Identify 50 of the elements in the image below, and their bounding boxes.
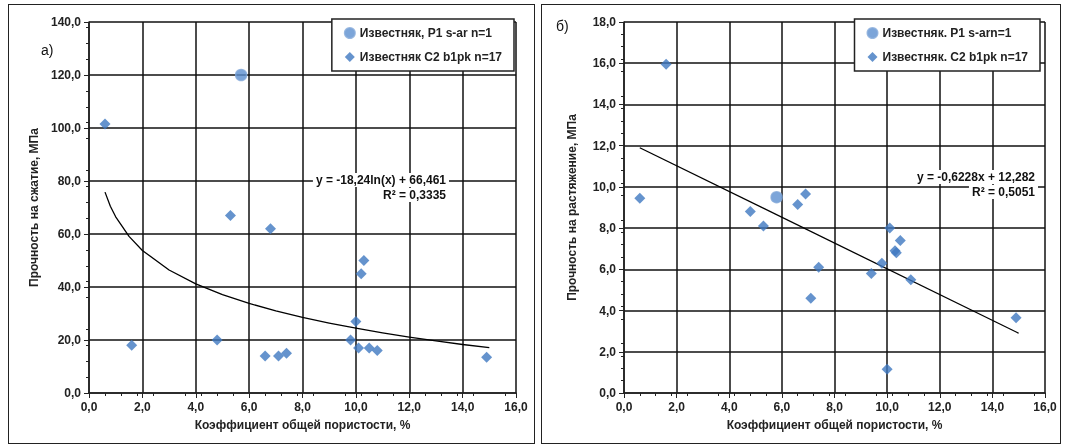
chart-title: б) bbox=[556, 18, 569, 34]
y-tick-label: 100,0 bbox=[50, 121, 82, 135]
annotation: R² = 0,5051 bbox=[971, 185, 1036, 199]
y-tick-label: 10,0 bbox=[592, 179, 617, 194]
annotation: y = -0,6228x + 12,282 bbox=[916, 170, 1036, 184]
y-tick-label: 0,0 bbox=[599, 386, 617, 400]
x-tick-label: 2,0 bbox=[668, 400, 686, 414]
y-tick-label: 20,0 bbox=[57, 333, 82, 347]
y-tick-label: 140,0 bbox=[50, 15, 82, 29]
text: а) bbox=[41, 42, 54, 58]
y-tick-label: 18,0 bbox=[592, 15, 617, 29]
y-tick-label: 2,0 bbox=[599, 344, 617, 359]
x-tick-label: 4,0 bbox=[720, 400, 738, 414]
y-tick-label: 16,0 bbox=[592, 56, 617, 71]
legend-label: Известняк. P1 s-arn=1 bbox=[882, 26, 1012, 40]
y-tick-label: 12,0 bbox=[592, 138, 617, 153]
legend-label: Известняк. C2 b1pk n=17 bbox=[882, 50, 1029, 64]
y-tick-label: 8,0 bbox=[599, 221, 617, 236]
x-tick-label: 10,0 bbox=[875, 400, 900, 414]
x-tick-label: 12,0 bbox=[928, 400, 952, 414]
y-axis-title: Прочность на растяжение, МПа bbox=[565, 113, 579, 301]
annotation: R² = 0,3335 bbox=[382, 188, 447, 202]
x-tick-label: 0,0 bbox=[615, 400, 633, 414]
x-tick-label: 0,0 bbox=[80, 400, 98, 414]
annotation: y = -18,24ln(x) + 66,461 bbox=[315, 173, 447, 187]
x-tick-label: 2,0 bbox=[134, 400, 152, 414]
x-tick-label: 12,0 bbox=[397, 400, 422, 414]
y-tick-label: 14,0 bbox=[592, 97, 617, 112]
x-axis-title: Коэффициент общей пористости, % bbox=[726, 418, 943, 432]
legend-label: Известняк C2 b1pk n=17 bbox=[359, 50, 503, 64]
x-tick-label: 4,0 bbox=[187, 400, 205, 414]
y-tick-label: 80,0 bbox=[57, 174, 82, 188]
x-tick-label: 14,0 bbox=[980, 400, 1005, 414]
x-axis-title: Коэффициент общей пористости, % bbox=[194, 418, 411, 432]
y-tick-label: 0,0 bbox=[64, 386, 82, 400]
y-tick-label: 6,0 bbox=[599, 262, 617, 277]
y-tick-label: 120,0 bbox=[50, 68, 82, 82]
y-axis-title: Прочность на сжатие, МПа bbox=[27, 127, 42, 287]
x-tick-label: 8,0 bbox=[294, 400, 312, 414]
x-tick-label: 6,0 bbox=[773, 400, 791, 414]
x-tick-label: 16,0 bbox=[504, 400, 528, 414]
legend-label: Известняк, P1 s-ar n=1 bbox=[359, 26, 493, 40]
y-tick-label: 60,0 bbox=[57, 227, 82, 241]
y-tick-label: 40,0 bbox=[57, 280, 82, 294]
x-tick-label: 8,0 bbox=[826, 400, 844, 414]
x-tick-label: 14,0 bbox=[450, 400, 475, 414]
x-tick-label: 10,0 bbox=[344, 400, 368, 414]
x-tick-label: 16,0 bbox=[1033, 400, 1057, 414]
x-tick-label: 6,0 bbox=[240, 400, 258, 414]
y-tick-label: 4,0 bbox=[599, 303, 617, 318]
